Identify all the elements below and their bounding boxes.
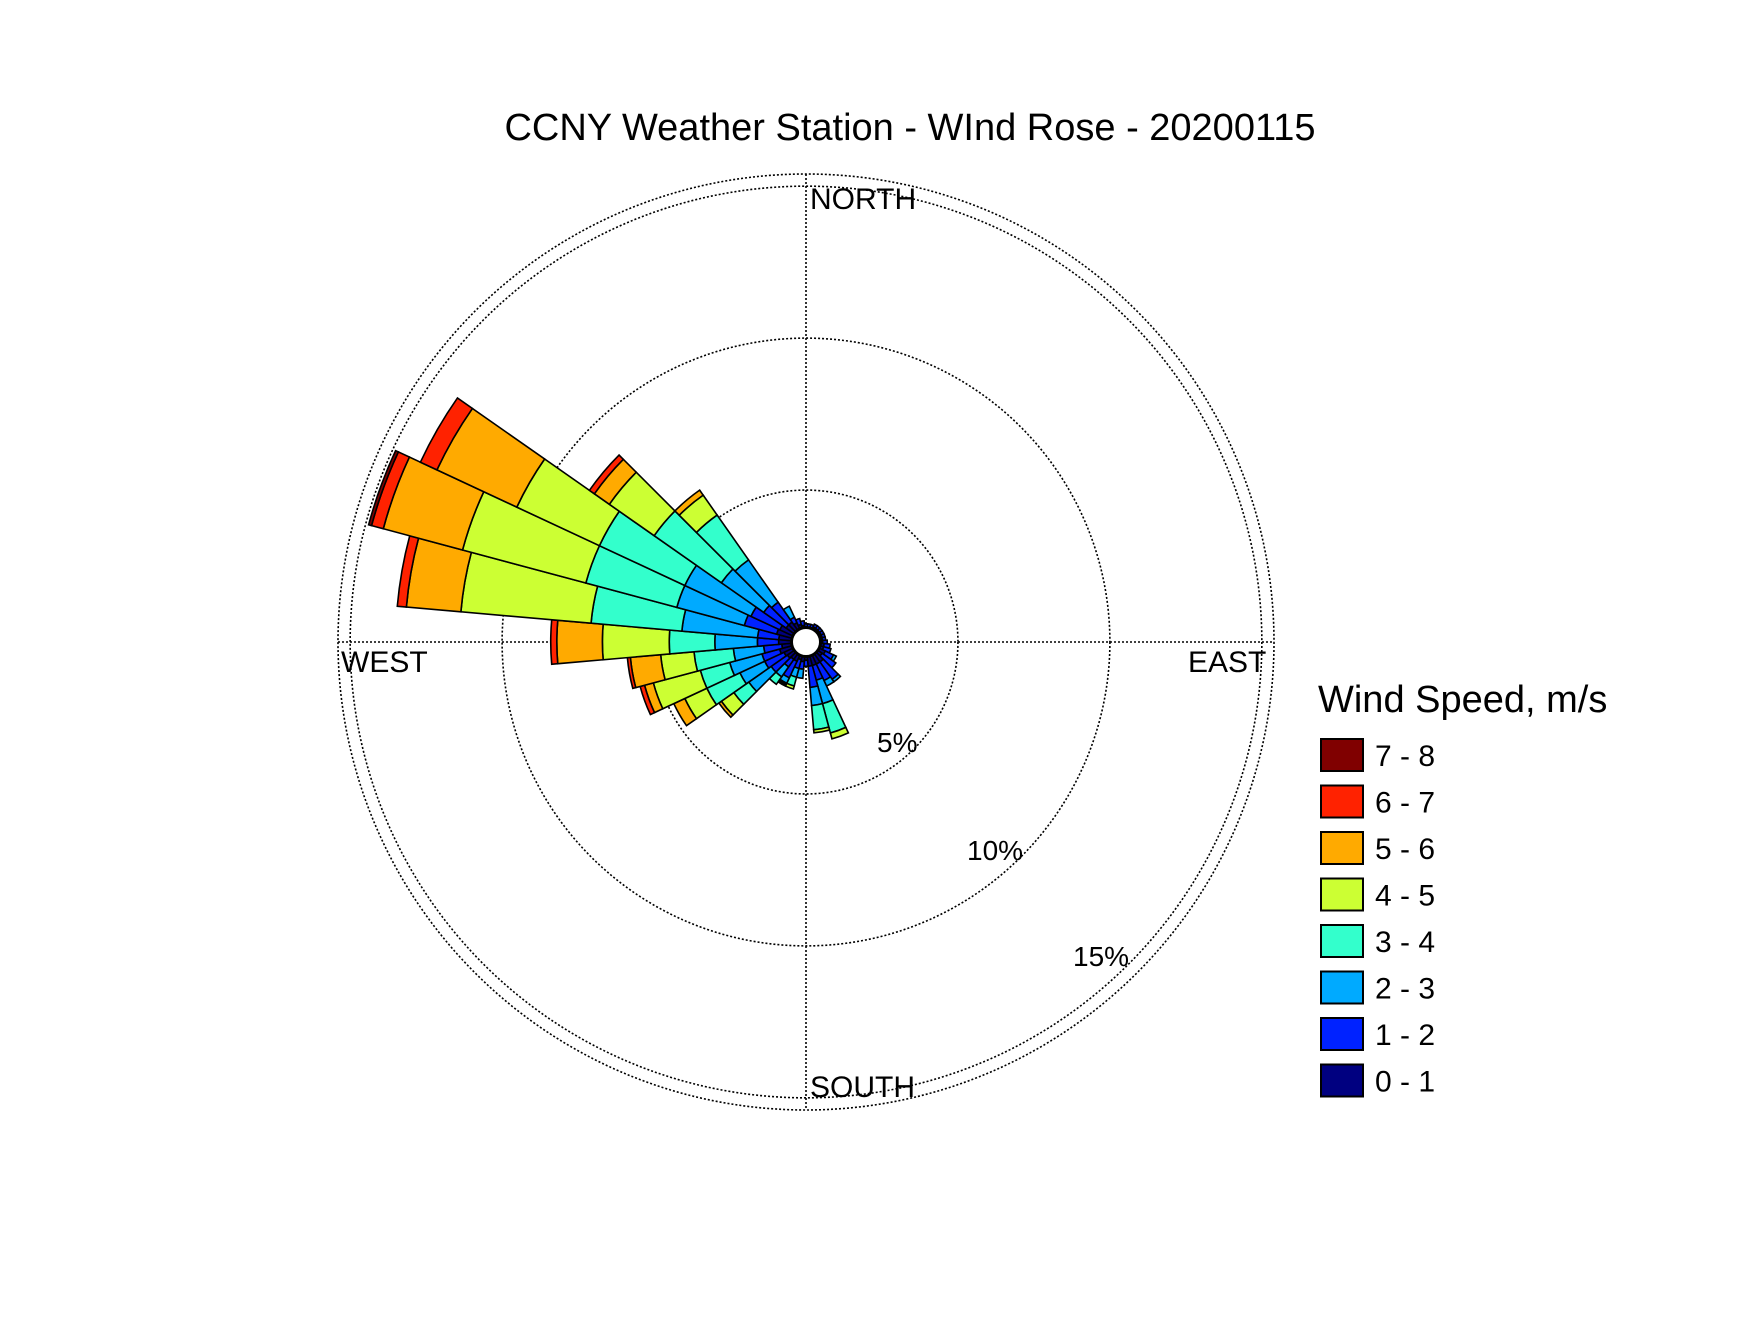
legend-label-7: 0 - 1	[1375, 1066, 1435, 1099]
direction-label-south: SOUTH	[810, 1071, 915, 1104]
legend-swatch-6	[1320, 1017, 1364, 1051]
petal-330-bin-2	[782, 605, 796, 621]
legend-label-3: 4 - 5	[1375, 880, 1435, 913]
legend-swatch-1	[1320, 784, 1364, 819]
legend-swatch-5	[1320, 970, 1364, 1005]
calm-circle	[791, 627, 821, 657]
petal-170-bin-4	[812, 726, 831, 734]
legend-swatch-2	[1320, 831, 1364, 865]
legend-label-6: 1 - 2	[1375, 1019, 1435, 1052]
legend-label-5: 2 - 3	[1375, 973, 1435, 1006]
ring-label-15: 15%	[1073, 941, 1129, 972]
legend-swatch-4	[1320, 924, 1364, 958]
petal-340-bin-1	[794, 617, 803, 627]
direction-label-east: EAST	[1188, 646, 1266, 679]
petal-310-bin-6	[588, 453, 625, 495]
direction-label-north: NORTH	[810, 183, 916, 216]
legend-label-4: 3 - 4	[1375, 926, 1435, 959]
legend-label-1: 6 - 7	[1375, 787, 1435, 820]
grid-ring-15	[349, 185, 1263, 1099]
wind-rose-petals	[367, 396, 850, 740]
direction-label-west: WEST	[341, 646, 428, 679]
petal-290-bin-7	[367, 449, 400, 527]
petal-300-bin-6	[419, 396, 474, 471]
calm-center	[791, 627, 821, 657]
grid-ring-10	[501, 337, 1111, 947]
axis-labels: CCNY Weather Station - WInd Rose - 20200…	[341, 107, 1316, 1104]
ring-label-5: 5%	[877, 727, 917, 758]
legend-label-2: 5 - 6	[1375, 833, 1435, 866]
ring-label-10: 10%	[967, 835, 1023, 866]
chart-title: CCNY Weather Station - WInd Rose - 20200…	[504, 107, 1315, 149]
petal-350-bin-1	[799, 619, 806, 627]
legend-swatch-7	[1320, 1063, 1364, 1098]
legend-swatch-0	[1320, 738, 1364, 772]
petal-270-bin-5	[556, 619, 605, 665]
petal-160-bin-4	[829, 726, 850, 740]
legend-title: Wind Speed, m/s	[1318, 679, 1607, 721]
petal-320-bin-5	[673, 489, 705, 517]
legend: Wind Speed, m/s 7 - 8 6 - 7 5 - 6 4 - 5 3 - …	[1318, 679, 1607, 1099]
legend-swatch-3	[1320, 877, 1364, 912]
petal-270-bin-6	[549, 618, 559, 666]
legend-label-0: 7 - 8	[1375, 740, 1435, 773]
